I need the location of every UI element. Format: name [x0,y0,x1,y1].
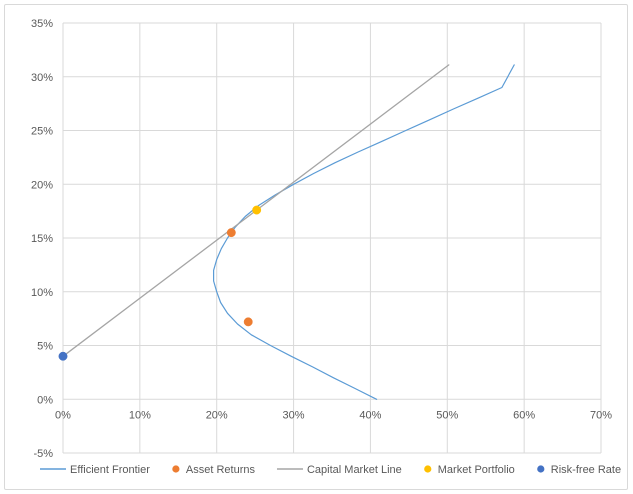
x-tick-label: 30% [283,409,305,421]
y-tick-label: 30% [31,72,53,84]
x-axis-tick-labels: 0% 10% 20% 30% 40% 50% 60% 70% [55,409,612,421]
legend-label: Risk-free Rate [551,464,621,476]
asset-returns-point [226,228,236,238]
y-tick-label: 5% [37,341,53,353]
legend-label: Efficient Frontier [70,464,150,476]
y-tick-label: 25% [31,126,53,138]
plot-series [58,64,515,400]
x-tick-label: 10% [129,409,151,421]
y-tick-label: -5% [33,448,53,460]
gridlines [62,22,602,454]
legend: Efficient Frontier Asset Returns Capital M… [40,464,621,476]
legend-item-market-portfolio: Market Portfolio [424,464,515,476]
asset-returns-point [243,317,253,327]
efficient-frontier-line [213,64,515,400]
y-tick-label: 15% [31,233,53,245]
y-tick-label: 20% [31,179,53,191]
y-tick-label: 10% [31,287,53,299]
y-tick-label: 35% [31,18,53,30]
legend-swatch-risk-free-rate [537,465,545,473]
x-tick-label: 0% [55,409,71,421]
legend-item-asset-returns: Asset Returns [172,464,255,476]
legend-label: Market Portfolio [438,464,515,476]
legend-item-efficient-frontier: Efficient Frontier [40,464,150,476]
legend-label: Capital Market Line [307,464,402,476]
x-tick-label: 20% [206,409,228,421]
legend-item-risk-free-rate: Risk-free Rate [537,464,621,476]
x-tick-label: 40% [359,409,381,421]
legend-item-capital-market-line: Capital Market Line [276,464,402,476]
legend-swatch-market-portfolio [424,465,432,473]
y-axis-tick-labels: -5% 0% 5% 10% 15% 20% 25% 30% 35% [31,18,53,460]
legend-label: Asset Returns [186,464,256,476]
legend-swatch-asset-returns [172,465,180,473]
x-tick-label: 60% [513,409,535,421]
x-tick-label: 70% [590,409,612,421]
x-tick-label: 50% [436,409,458,421]
market-portfolio-point [252,205,262,215]
y-tick-label: 0% [37,394,53,406]
risk-free-rate-point [58,351,68,361]
